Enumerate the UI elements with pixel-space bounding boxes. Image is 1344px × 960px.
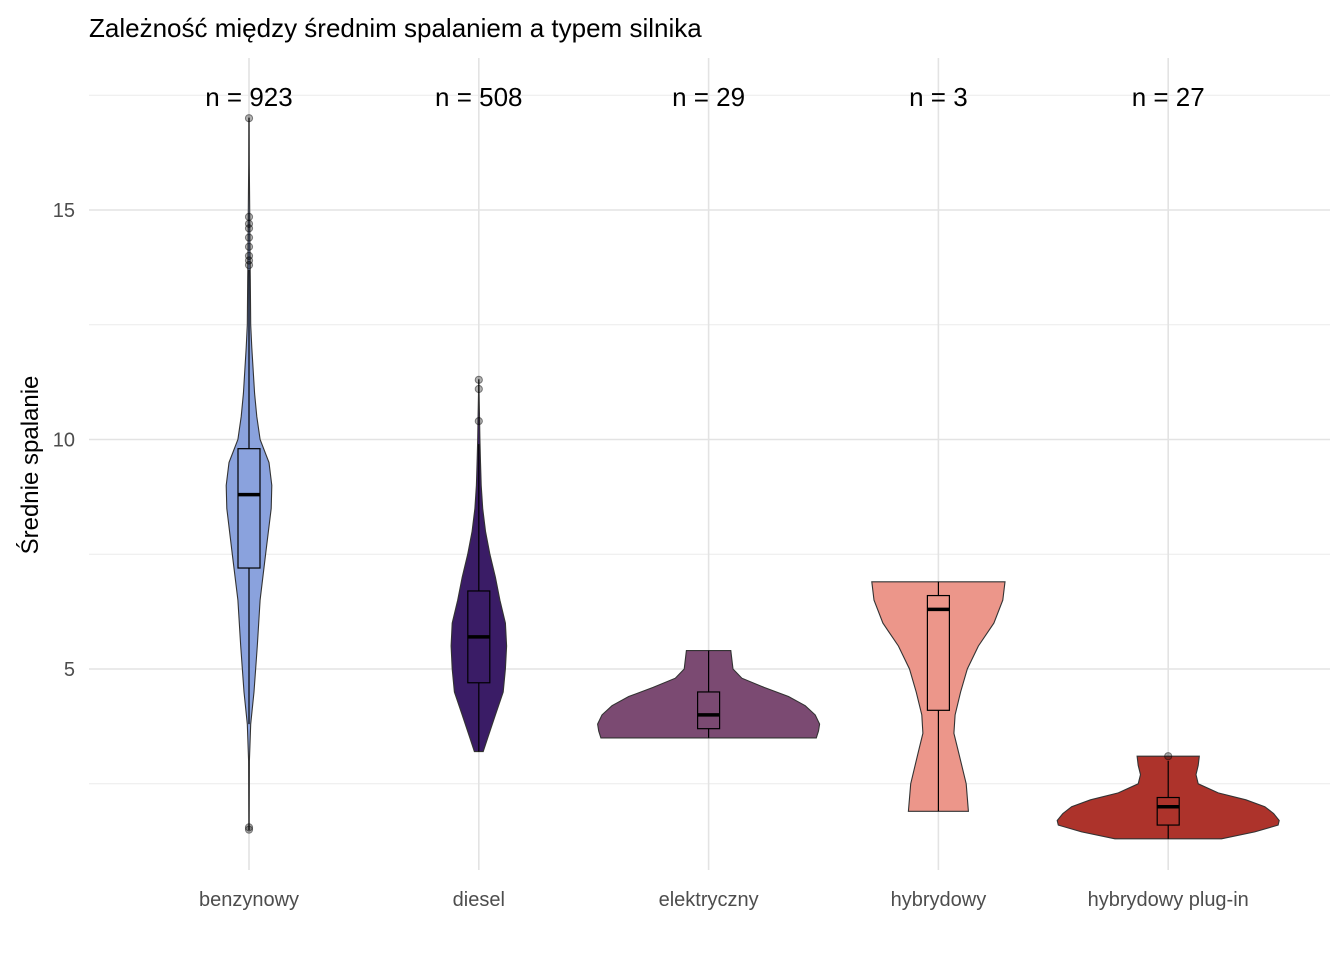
outlier-point [244, 823, 254, 832]
count-labels: n = 923 n = 508 n = 29 n = 3 n = 27 [205, 82, 1204, 112]
x-tick-labels: benzynowy diesel elektryczny hybrydowy hybry… [199, 889, 1249, 911]
y-axis-label: Średnie spalanie [16, 376, 44, 555]
outlier-point [1164, 752, 1173, 761]
box-iqr [1156, 796, 1180, 826]
outlier-point [244, 219, 254, 228]
violin-group [597, 650, 821, 739]
outlier-point [474, 384, 483, 394]
x-tick-label: elektryczny [659, 889, 759, 911]
chart-title: Zależność między średnim spalaniem a typ… [89, 13, 702, 43]
y-tick-label: 5 [64, 659, 75, 681]
violin-group [225, 114, 273, 834]
count-label: n = 27 [1132, 82, 1205, 112]
outlier-point [244, 256, 254, 265]
outlier-point [244, 114, 254, 123]
outlier-point [244, 242, 254, 251]
outlier-point [244, 224, 254, 233]
x-tick-label: hybrydowy [891, 889, 987, 911]
y-tick-label: 10 [53, 430, 75, 452]
outlier-point [474, 375, 483, 384]
y-tick-label: 15 [53, 200, 75, 222]
violin-shape [225, 117, 273, 831]
violins [225, 114, 1280, 840]
outlier-point [244, 825, 254, 834]
y-tick-labels: 5 10 15 [53, 200, 75, 681]
x-tick-label: benzynowy [199, 889, 299, 911]
box-iqr [696, 691, 721, 730]
count-label: n = 508 [435, 82, 522, 112]
grid-lines [89, 58, 1330, 870]
count-label: n = 923 [205, 82, 292, 112]
violin-group [1056, 752, 1280, 840]
outlier-point [474, 417, 483, 426]
outlier-point [244, 251, 254, 260]
outlier-point [244, 233, 254, 242]
count-label: n = 29 [672, 82, 745, 112]
outlier-point [244, 212, 254, 221]
box-iqr [237, 448, 261, 569]
count-label: n = 3 [909, 82, 968, 112]
x-tick-label: hybrydowy plug-in [1088, 889, 1249, 911]
violin-group [871, 581, 1006, 812]
outlier-point [244, 260, 254, 270]
box-iqr [926, 594, 951, 711]
violin-shape [871, 581, 1006, 812]
violin-shape [597, 650, 821, 739]
x-tick-label: diesel [453, 889, 505, 911]
violin-group [450, 375, 508, 753]
